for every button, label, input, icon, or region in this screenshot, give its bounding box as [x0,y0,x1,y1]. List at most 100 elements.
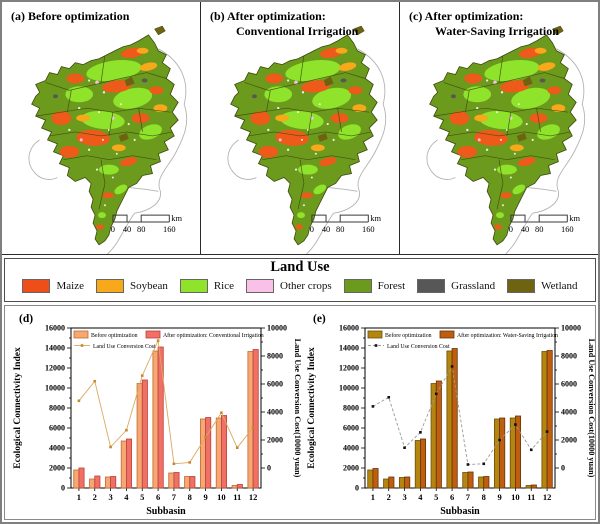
x-tick-label: 12 [249,492,257,502]
bar-before [104,476,111,489]
bar-after [435,380,442,489]
bar-before [525,485,532,489]
soybean-swatch [95,278,124,293]
scalebar-unit: km [569,214,580,223]
x-tick-label: 11 [527,492,535,502]
left-tick-label: 6000 [49,424,65,433]
map-panel-before: (a) Before optimization 0 40 80 160 km [2,2,201,254]
x-axis-title: Subbasin [146,506,186,517]
legend-swatch-before [73,330,89,339]
forest-swatch [343,278,372,293]
bar-before [231,485,238,489]
grassland-swatch [417,278,446,293]
left-tick-label: 10000 [339,384,359,393]
cost-line-marker [529,448,533,452]
bar-after [372,468,379,489]
bar-before [414,440,421,489]
map-b: 0 40 80 160 km [201,2,399,254]
x-tick-label: 3 [402,492,406,502]
maize-label: Maize [56,279,84,292]
rice-label: Rice [213,279,235,292]
right-tick-label: 4000 [561,408,577,417]
legend-item-rice: Rice [179,278,235,293]
x-tick-label: 8 [188,492,192,502]
left-axis-title: Ecological Connectivity Index [307,347,317,469]
bar-before [199,418,206,489]
plot-box [364,327,556,489]
map-c: 0 40 80 160 km [400,2,598,254]
scalebar-label: 80 [535,225,543,234]
x-tick-label: 12 [543,492,552,502]
legend-line-marker [374,344,378,347]
landuse-legend-title: Land Use [270,259,330,275]
bar-before [168,472,175,489]
chart-svg: (d)0200040006000800010000120001400016000… [13,313,302,517]
cost-line-marker [403,446,406,449]
x-tick-label: 10 [217,492,226,502]
cost-line [372,365,548,465]
scalebar-label: 160 [561,225,574,234]
bar-before [383,478,390,489]
cost-line-marker [125,428,128,432]
right-tick-label: 2000 [267,436,283,445]
forest-label: Forest [377,279,406,292]
bar-after [141,379,148,489]
bar-before [120,440,127,489]
bar-after [94,475,101,489]
cost-line-marker [450,365,454,368]
scalebar-label: 40 [521,225,529,234]
chart-before-vs-conventional: (d) 0 2000 4000 6000 8000 10000 12000 14000 16000… [7,308,302,519]
legend-item-maize: Maize [22,278,84,293]
left-tick-label: 12000 [45,364,65,373]
bar-before [89,478,96,489]
cost-line-marker [204,435,207,439]
bar-before [430,383,437,489]
landuse-legend-items: Maize Soybean Rice Other crops Forest Gr… [16,278,583,293]
bar-after [483,476,490,489]
cost-line [78,338,254,465]
scalebar-label: 0 [509,225,513,234]
bar-after [221,415,228,489]
cost-line-marker [545,430,549,433]
x-tick-label: 6 [450,492,454,502]
wetland-swatch [507,278,536,293]
maize-swatch [22,278,51,293]
map-title-b: (b) After optimization: Conventional Irr… [210,9,358,39]
cost-line-marker [466,463,470,466]
cost-line-marker [371,405,375,408]
maps-row: (a) Before optimization 0 40 80 160 km (… [2,2,598,255]
legend-item-forest: Forest [343,278,406,293]
chart-svg: (e)0200040006000800010000120001400016000… [307,313,596,517]
left-tick-label: 16000 [339,324,359,333]
scalebar-label: 80 [137,225,145,234]
left-tick-label: 8000 [49,404,65,413]
rice-swatch [179,278,208,293]
map-title-c-line1: (c) After optimization: [409,9,524,23]
chart-panel-label: (e) [313,313,326,325]
map-title-b-line2: Conventional Irrigation [236,24,359,38]
bar-before [136,383,143,489]
left-tick-label: 2000 [49,464,65,473]
left-axis-title: Ecological Connectivity Index [13,347,23,469]
landuse-legend: Land Use Maize Soybean Rice Other crops … [4,258,596,302]
bar-after [205,417,212,489]
legend-swatch-before [367,330,383,339]
bar-after [157,346,164,489]
bar-after [189,476,196,489]
scalebar-b: 0 40 80 160 km [310,214,382,234]
x-tick-label: 9 [497,492,501,502]
right-axis-title: Land Use Conversion Cost(10000 yuan) [587,339,596,478]
map-panel-watersaving: (c) After optimization: Water-Saving Irr… [400,2,598,254]
bar-after [126,438,133,489]
legend-swatch-after [145,330,161,339]
x-tick-label: 4 [124,492,129,502]
legend-item-othercrops: Other crops [246,278,332,293]
legend-label-line: Land Use Conversion Cost [387,344,450,350]
right-tick-label: 4000 [267,408,283,417]
scalebar-label: 80 [336,225,344,234]
scalebar-label: 160 [163,225,176,234]
right-tick-label: 0 [267,464,271,473]
bar-after [499,417,506,489]
map-a: 0 40 80 160 km [2,2,200,254]
